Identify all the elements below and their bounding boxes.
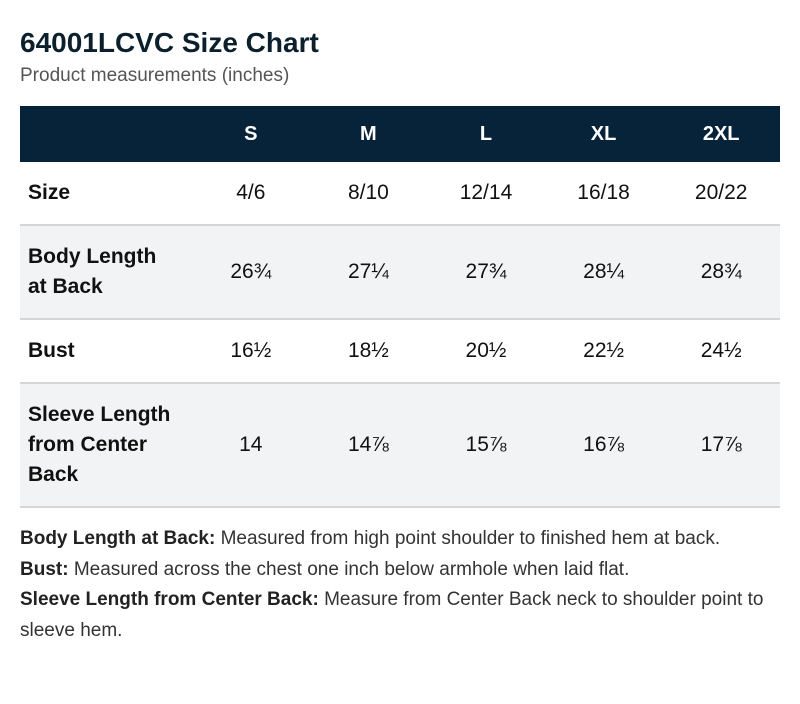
note-term: Bust: — [20, 558, 69, 580]
table-cell: 20½ — [427, 319, 545, 384]
table-cell: 14⅞ — [309, 383, 428, 508]
measurement-notes: Body Length at Back: Measured from high … — [20, 524, 780, 646]
table-cell: 28¼ — [544, 225, 663, 320]
table-cell: 27¾ — [427, 225, 545, 320]
table-row: Body Length at Back 26¾ 27¼ 27¾ 28¼ 28¾ — [20, 225, 780, 320]
column-header: 2XL — [662, 106, 780, 162]
table-cell: 16½ — [192, 319, 310, 384]
table-cell: 12/14 — [427, 162, 545, 226]
row-label: Size — [20, 162, 192, 226]
column-header: XL — [544, 106, 663, 162]
table-row: Size 4/6 8/10 12/14 16/18 20/22 — [20, 162, 780, 226]
size-table: S M L XL 2XL Size 4/6 8/10 12/14 16/18 2… — [20, 106, 780, 508]
note-body-length: Body Length at Back: Measured from high … — [20, 524, 780, 555]
table-cell: 27¼ — [309, 225, 428, 320]
note-text: Measure from Center Back neck to shoulde… — [20, 589, 764, 641]
note-sleeve-length: Sleeve Length from Center Back: Measure … — [20, 585, 780, 646]
table-row: Sleeve Length from Center Back 14 14⅞ 15… — [20, 383, 780, 508]
table-header-corner — [20, 106, 192, 162]
table-cell: 24½ — [662, 319, 780, 384]
row-label: Bust — [20, 319, 192, 384]
table-cell: 28¾ — [662, 225, 780, 320]
note-term: Sleeve Length from Center Back: — [20, 589, 319, 610]
column-header: L — [427, 106, 545, 162]
table-cell: 17⅞ — [662, 383, 780, 508]
note-text: Measured across the chest one inch below… — [68, 558, 630, 580]
column-header: S — [192, 106, 310, 162]
page-subtitle: Product measurements (inches) — [20, 65, 290, 86]
table-cell: 16⅞ — [544, 383, 663, 508]
table-cell: 18½ — [309, 319, 428, 384]
column-header: M — [309, 106, 428, 162]
note-text: Measured from high point shoulder to fin… — [215, 528, 721, 549]
note-term: Body Length at Back: — [20, 528, 216, 549]
table-cell: 22½ — [544, 319, 663, 384]
table-cell: 15⅞ — [427, 383, 545, 508]
table-cell: 14 — [192, 383, 310, 508]
table-cell: 4/6 — [192, 162, 310, 226]
table-row: Bust 16½ 18½ 20½ 22½ 24½ — [20, 319, 780, 384]
table-cell: 26¾ — [192, 225, 310, 320]
note-bust: Bust: Measured across the chest one inch… — [20, 555, 780, 586]
page-title: 64001LCVC Size Chart — [20, 27, 319, 58]
row-label: Body Length at Back — [20, 225, 192, 320]
table-header-row: S M L XL 2XL — [20, 106, 780, 162]
table-cell: 16/18 — [544, 162, 663, 226]
row-label: Sleeve Length from Center Back — [20, 383, 192, 508]
table-cell: 20/22 — [662, 162, 780, 226]
table-cell: 8/10 — [309, 162, 428, 226]
